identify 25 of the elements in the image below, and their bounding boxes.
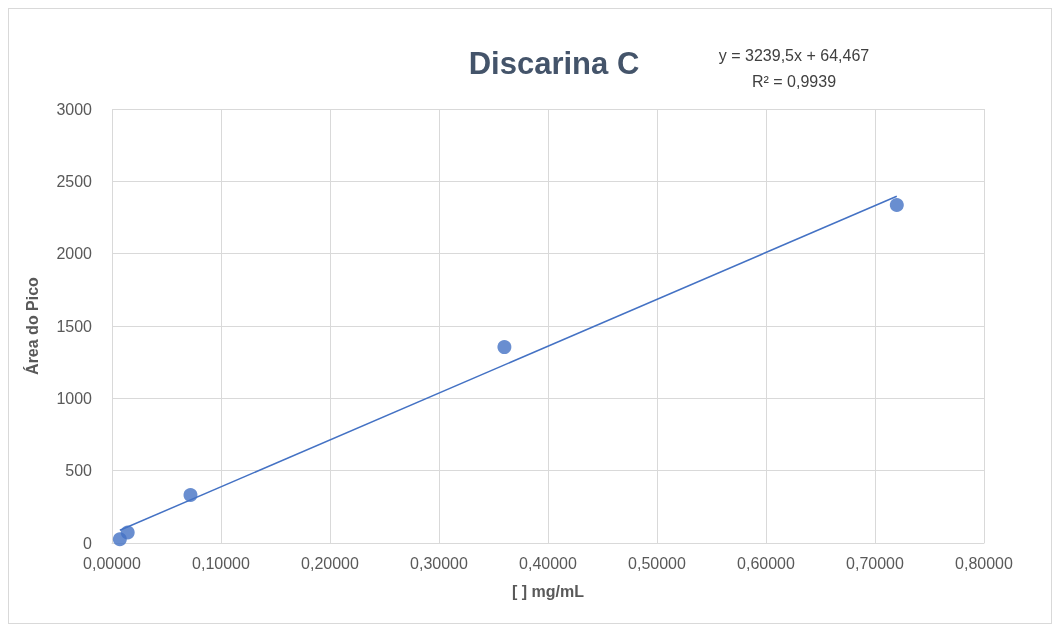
y-tick-label: 2500 [56, 172, 93, 190]
y-axis-title: Área do Pico [22, 276, 41, 375]
y-tick-label: 3000 [56, 100, 93, 118]
text: y = 3239,5x + 64,467 [718, 46, 870, 64]
point [120, 525, 135, 540]
y-tick-label: 2000 [56, 245, 93, 263]
x-tick-label: 0,80000 [955, 554, 1014, 572]
text: R² = 0,9939 [751, 72, 837, 90]
x-axis-title: [ ] mg/mL [512, 582, 585, 600]
y-tick-label: 0 [83, 534, 93, 552]
x-tick-label: 0,10000 [192, 554, 251, 572]
x-tick-label: 0,70000 [846, 554, 905, 572]
x-tick-label: 0,40000 [519, 554, 578, 572]
point [497, 340, 512, 355]
x-tick-label: 0,00000 [83, 554, 142, 572]
x-tick-label: 0,60000 [737, 554, 796, 572]
x-tick-label: 0,50000 [628, 554, 687, 572]
point [183, 487, 198, 502]
x-tick-label: 0,30000 [410, 554, 469, 572]
x-tick-label: 0,20000 [301, 554, 360, 572]
y-tick-label: 500 [65, 462, 93, 480]
chart-title: Discarina C [468, 46, 640, 81]
y-tick-label: 1000 [56, 389, 93, 407]
y-tick-label: 1500 [56, 317, 93, 335]
point [889, 198, 904, 213]
